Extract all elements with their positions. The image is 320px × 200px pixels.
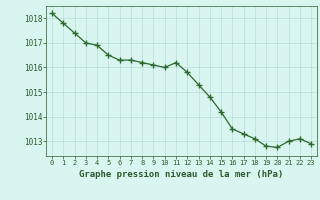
X-axis label: Graphe pression niveau de la mer (hPa): Graphe pression niveau de la mer (hPa) <box>79 170 284 179</box>
